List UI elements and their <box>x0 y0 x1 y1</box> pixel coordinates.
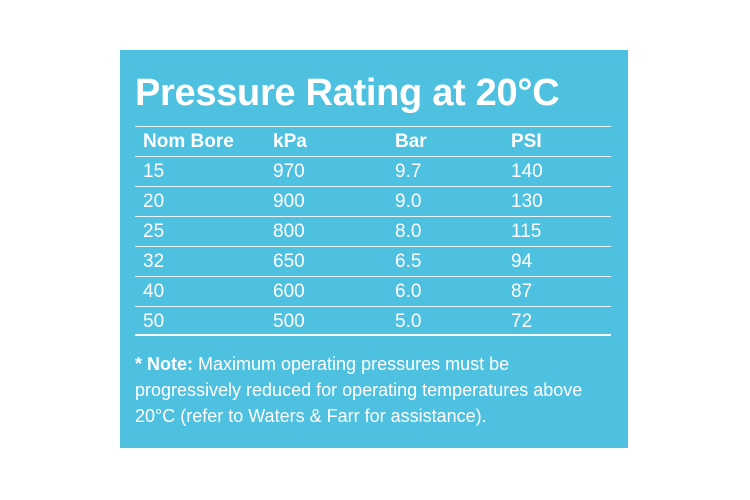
cell-bar: 8.0 <box>395 221 422 242</box>
table-row: 15 970 9.7 140 <box>135 156 611 186</box>
cell-psi: 72 <box>511 311 533 332</box>
card-title: Pressure Rating at 20°C <box>135 72 560 114</box>
note-text: Maximum operating pressures must be prog… <box>135 354 583 426</box>
cell-nom-bore: 40 <box>143 281 165 302</box>
table-row: 20 900 9.0 130 <box>135 186 611 216</box>
note-label: * Note: <box>135 354 193 374</box>
cell-nom-bore: 32 <box>143 251 165 272</box>
cell-nom-bore: 50 <box>143 311 165 332</box>
cell-nom-bore: 25 <box>143 221 165 242</box>
pressure-table: Nom Bore kPa Bar PSI 15 970 9.7 140 20 9… <box>135 126 611 336</box>
table-row: 25 800 8.0 115 <box>135 216 611 246</box>
pressure-rating-card: Pressure Rating at 20°C Nom Bore kPa Bar… <box>120 50 628 448</box>
cell-psi: 140 <box>511 161 543 182</box>
table-row: 32 650 6.5 94 <box>135 246 611 276</box>
cell-kpa: 650 <box>273 251 305 272</box>
cell-nom-bore: 15 <box>143 161 165 182</box>
cell-bar: 6.5 <box>395 251 422 272</box>
header-psi: PSI <box>511 131 542 152</box>
cell-psi: 94 <box>511 251 533 272</box>
cell-bar: 9.0 <box>395 191 422 212</box>
header-kpa: kPa <box>273 131 307 152</box>
header-nom-bore: Nom Bore <box>143 131 234 152</box>
cell-kpa: 600 <box>273 281 305 302</box>
cell-psi: 130 <box>511 191 543 212</box>
cell-bar: 6.0 <box>395 281 422 302</box>
cell-nom-bore: 20 <box>143 191 165 212</box>
table-header-row: Nom Bore kPa Bar PSI <box>135 126 611 156</box>
cell-kpa: 800 <box>273 221 305 242</box>
table-row: 50 500 5.0 72 <box>135 306 611 336</box>
cell-psi: 87 <box>511 281 533 302</box>
cell-bar: 9.7 <box>395 161 422 182</box>
note-paragraph: * Note: Maximum operating pressures must… <box>135 351 615 429</box>
cell-psi: 115 <box>511 221 542 242</box>
header-bar: Bar <box>395 131 427 152</box>
cell-kpa: 970 <box>273 161 305 182</box>
table-row: 40 600 6.0 87 <box>135 276 611 306</box>
cell-kpa: 900 <box>273 191 305 212</box>
cell-bar: 5.0 <box>395 311 422 332</box>
cell-kpa: 500 <box>273 311 305 332</box>
